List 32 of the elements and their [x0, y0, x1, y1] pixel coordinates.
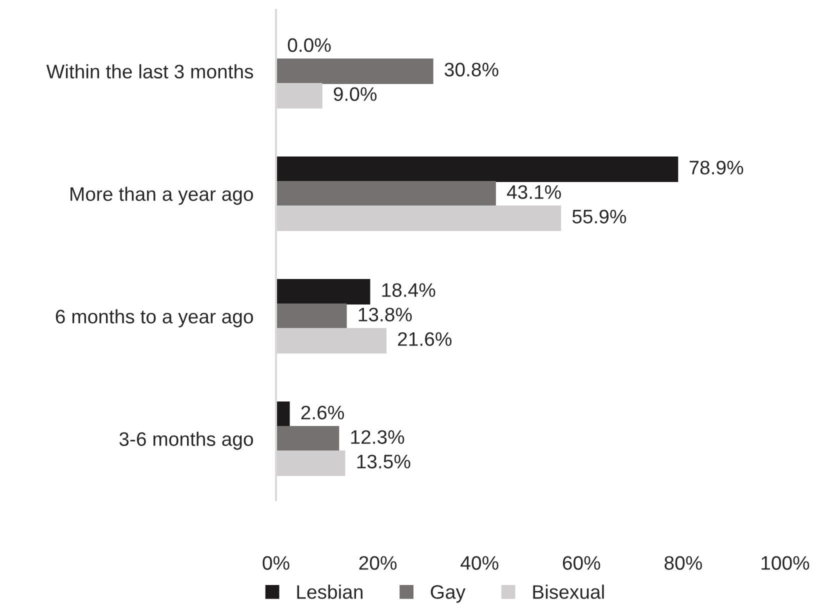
x-tick-label: 60% — [562, 556, 600, 570]
data-label: 13.5% — [357, 454, 410, 468]
x-tick-label: 100% — [762, 556, 810, 570]
data-label: 2.6% — [301, 406, 344, 420]
bar — [276, 156, 678, 182]
x-tick-label: 40% — [460, 556, 498, 570]
data-label: 55.9% — [572, 210, 626, 224]
x-tick-label: 20% — [359, 556, 397, 570]
legend-label: Bisexual — [533, 584, 604, 599]
bar — [276, 426, 340, 452]
y-tick-label: Within the last 3 months — [46, 64, 254, 78]
data-label: 12.3% — [351, 430, 404, 444]
data-label: 0.0% — [288, 38, 331, 52]
data-label: 18.4% — [382, 283, 436, 297]
y-tick-label: 3-6 months ago — [119, 432, 253, 450]
data-label: 43.1% — [506, 185, 561, 199]
bar — [276, 303, 347, 330]
x-tick-label: 80% — [664, 556, 702, 570]
bar — [276, 180, 496, 207]
x-tick-label: 0% — [262, 556, 290, 570]
legend-label: Gay — [430, 585, 466, 603]
bar — [276, 278, 370, 305]
data-label: 78.9% — [690, 160, 744, 174]
y-tick-label: 6 months to a year ago — [56, 309, 253, 328]
bar — [276, 58, 434, 84]
data-label: 21.6% — [398, 332, 452, 346]
y-tick-label: More than a year ago — [70, 186, 253, 205]
data-label: 9.0% — [334, 87, 377, 101]
data-label: 30.8% — [444, 62, 498, 76]
bar — [276, 401, 290, 428]
legend-label: Lesbian — [297, 584, 362, 599]
data-label: 13.8% — [358, 308, 412, 322]
